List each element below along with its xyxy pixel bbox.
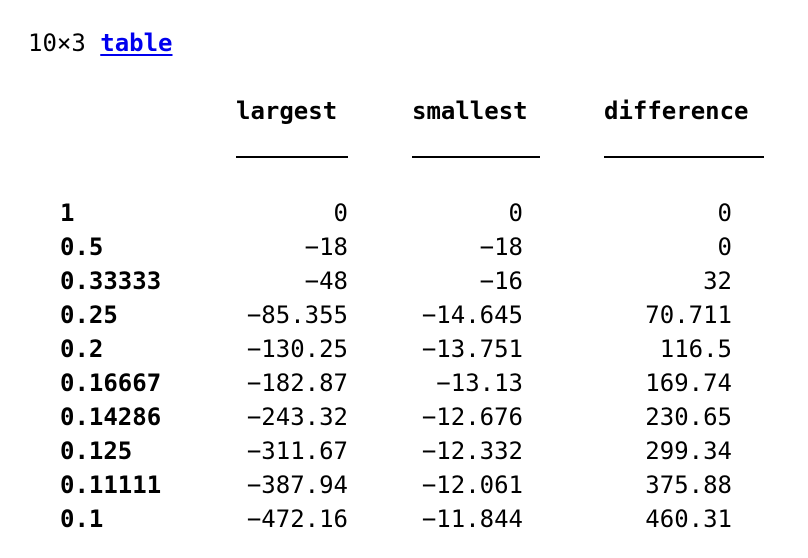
table-cell-difference: 299.34 (645, 437, 732, 465)
table-cell-smallest: 0 (508, 199, 523, 227)
row-name: 0.1 (60, 505, 104, 533)
row-name: 0.125 (60, 437, 133, 465)
table-cell-smallest: −13.13 (436, 369, 523, 397)
column-header-largest: largest (236, 97, 338, 125)
row-name: 0.33333 (60, 267, 162, 295)
column-header-underline (412, 156, 540, 158)
row-name: 0.11111 (60, 471, 162, 499)
table-cell-largest: 0 (333, 199, 348, 227)
row-name: 1 (60, 199, 75, 227)
table-cell-difference: 70.711 (645, 301, 732, 329)
table-cell-smallest: −13.751 (421, 335, 523, 363)
table-cell-difference: 0 (717, 199, 732, 227)
row-name: 0.25 (60, 301, 118, 329)
table-cell-difference: 169.74 (645, 369, 732, 397)
table-cell-difference: 116.5 (659, 335, 732, 363)
table-cell-difference: 32 (703, 267, 732, 295)
column-header-underline (604, 156, 764, 158)
table-cell-smallest: −18 (479, 233, 523, 261)
table-cell-smallest: −12.332 (421, 437, 523, 465)
table-cell-difference: 460.31 (645, 505, 732, 533)
table-cell-largest: −472.16 (246, 505, 348, 533)
table-cell-smallest: −16 (479, 267, 523, 295)
table-cell-largest: −85.355 (246, 301, 348, 329)
table-cell-largest: −130.25 (246, 335, 348, 363)
row-name: 0.2 (60, 335, 104, 363)
table-cell-largest: −18 (304, 233, 348, 261)
table-cell-largest: −182.87 (246, 369, 348, 397)
table-cell-difference: 0 (717, 233, 732, 261)
row-name: 0.5 (60, 233, 104, 261)
table-cell-difference: 230.65 (645, 403, 732, 431)
table-cell-smallest: −11.844 (421, 505, 523, 533)
table-cell-smallest: −14.645 (421, 301, 523, 329)
table-cell-largest: −48 (304, 267, 348, 295)
table-cell-difference: 375.88 (645, 471, 732, 499)
column-header-smallest: smallest (412, 97, 528, 125)
table-size-text: 10×3 (28, 29, 86, 57)
table-cell-smallest: −12.061 (421, 471, 523, 499)
table-cell-largest: −243.32 (246, 403, 348, 431)
table-cell-largest: −311.67 (246, 437, 348, 465)
table-cell-largest: −387.94 (246, 471, 348, 499)
table-cell-smallest: −12.676 (421, 403, 523, 431)
table-class-link[interactable]: table (100, 29, 173, 57)
row-name: 0.16667 (60, 369, 162, 397)
row-name: 0.14286 (60, 403, 162, 431)
column-header-difference: difference (604, 97, 749, 125)
column-header-underline (236, 156, 348, 158)
table-summary-line: 10×3 table (28, 26, 173, 60)
